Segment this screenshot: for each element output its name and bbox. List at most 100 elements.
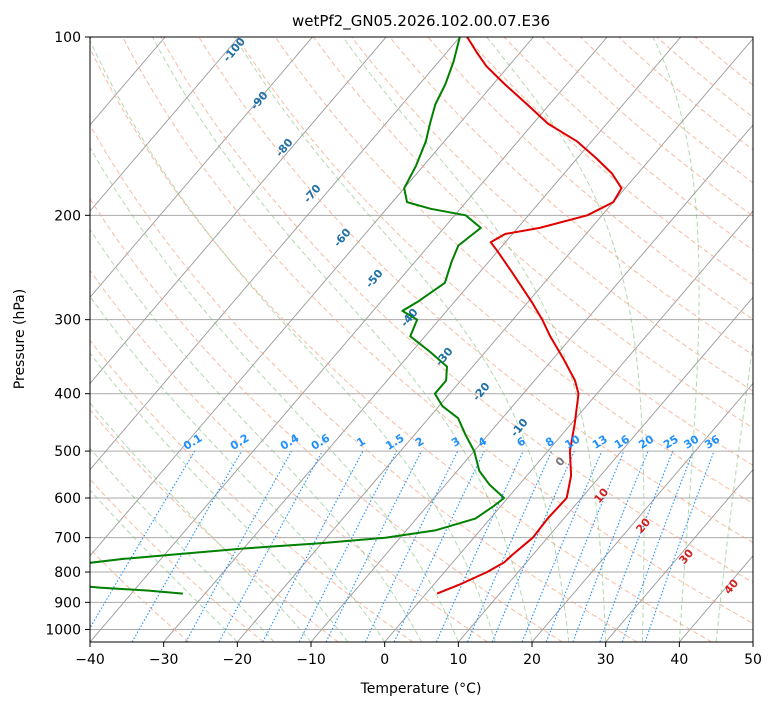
mixing-ratio-line <box>364 450 459 642</box>
mixing-ratio-label: 3 <box>449 435 462 450</box>
dry-adiabat-label: -50 <box>363 267 386 291</box>
mixing-ratio-line <box>599 450 674 642</box>
isotherm-line <box>90 37 461 471</box>
plot-area: 0.1 0.2 0.4 0.6 1 1.5 2 3 4 6 8 10 13 16 20 25 30 36-100-… <box>90 35 753 642</box>
x-tick-label: 50 <box>744 652 762 668</box>
dry-adiabat-label: -20 <box>470 380 493 404</box>
isotherm-line <box>752 641 753 642</box>
moist-adiabat-line <box>90 39 496 642</box>
moist-adiabat-line <box>152 37 533 642</box>
moist-adiabat-line <box>90 447 275 642</box>
isotherm-line <box>90 37 608 642</box>
y-tick-label: 700 <box>54 531 81 547</box>
dry-adiabat-line <box>389 37 753 356</box>
pressure-gridlines <box>90 37 753 630</box>
isotherm-line <box>163 37 682 642</box>
dry-adiabat-label: -10 <box>508 416 531 440</box>
isotherm-line <box>90 37 387 385</box>
dry-adiabat-label: -100 <box>220 35 248 65</box>
sounding-series <box>90 37 623 595</box>
moist-adiabat-line <box>90 402 312 642</box>
dry-adiabat-line <box>236 37 753 505</box>
x-tick-label: 20 <box>523 652 541 668</box>
mixing-ratio-label: 1 <box>354 435 367 450</box>
moist-adiabat-line <box>342 37 607 642</box>
mixing-ratio-label: 0.6 <box>309 431 333 453</box>
dry-adiabat-line <box>90 478 264 642</box>
dry-adiabat-label: -80 <box>273 136 296 160</box>
dry-adiabat-line <box>656 37 753 118</box>
mixing-ratio-label: 13 <box>590 433 610 452</box>
x-tick-label: −30 <box>149 652 179 668</box>
mixing-ratio-lines <box>90 450 715 642</box>
dry-adiabat-line <box>90 269 488 642</box>
y-tick-label: 600 <box>54 491 81 507</box>
moist-adiabat-lines <box>90 37 753 642</box>
y-tick-label: 500 <box>54 444 81 460</box>
mixing-ratio-line <box>466 450 553 642</box>
x-tick-label: −40 <box>75 652 105 668</box>
isotherm-line <box>90 37 534 557</box>
mixing-ratio-line <box>644 450 715 642</box>
mixing-ratio-line <box>262 450 364 642</box>
mixing-ratio-label: 30 <box>682 432 702 451</box>
line-labels: 0.1 0.2 0.4 0.6 1 1.5 2 3 4 6 8 10 13 16 20 25 30 36-100-… <box>181 35 741 597</box>
y-tick-label: 100 <box>54 30 81 46</box>
moist-adiabat-line <box>715 338 753 642</box>
moist-adiabat-label: 30 <box>676 546 696 566</box>
mixing-ratio-label: 0.2 <box>228 431 251 452</box>
mixing-ratio-line <box>90 450 196 629</box>
moist-adiabat-line <box>90 352 349 642</box>
mixing-ratio-line <box>435 450 524 642</box>
y-axis-label: Pressure (hPa) <box>12 289 28 389</box>
dewpoint-line <box>90 37 506 595</box>
mixing-ratio-line <box>521 450 603 642</box>
moist-adiabat-label: 20 <box>633 515 653 535</box>
isotherm-line <box>457 296 753 642</box>
dry-adiabat-line <box>427 37 753 320</box>
moist-adiabat-line <box>652 37 700 642</box>
x-axis-ticks: −40 −30 −20 −10 0 10 20 30 40 50 <box>75 642 762 668</box>
mixing-ratio-line <box>545 450 625 642</box>
y-tick-label: 400 <box>54 387 81 403</box>
dry-adiabat-label: -40 <box>398 306 421 330</box>
y-tick-label: 800 <box>54 565 81 581</box>
dry-adiabat-line <box>542 37 753 217</box>
moist-adiabat-line <box>90 295 386 642</box>
dry-adiabat-label: -70 <box>301 182 324 206</box>
mixing-ratio-label: 16 <box>612 432 632 451</box>
moist-adiabat-label: 40 <box>721 576 741 596</box>
dry-adiabat-line <box>122 37 753 624</box>
moist-adiabat-line <box>90 489 238 642</box>
isotherm-line <box>605 468 753 642</box>
mixing-ratio-label: 0.4 <box>278 431 302 453</box>
mixing-ratio-label: 25 <box>661 433 681 452</box>
mixing-ratio-line <box>572 450 649 642</box>
dry-adiabat-line <box>274 37 753 466</box>
mixing-ratio-line <box>131 450 243 642</box>
mixing-ratio-line <box>298 450 398 642</box>
y-tick-label: 200 <box>54 208 81 224</box>
moist-adiabat-line <box>234 37 570 642</box>
dry-adiabat-label: -60 <box>331 226 354 250</box>
mixing-ratio-line <box>491 450 575 642</box>
dry-adiabat-label: -30 <box>433 345 456 369</box>
moist-adiabat-line <box>90 228 422 642</box>
moist-adiabat-line <box>90 146 459 642</box>
dry-adiabat-line <box>312 37 753 429</box>
x-tick-label: −10 <box>296 652 326 668</box>
x-tick-label: 30 <box>597 652 615 668</box>
y-axis-ticks: 1000 900 800 700 600 500 400 300 200 100 <box>45 30 90 638</box>
dry-adiabat-lines <box>90 37 753 642</box>
dry-adiabat-line <box>90 47 712 642</box>
dry-adiabat-line <box>90 409 339 642</box>
isotherm-line <box>678 555 753 642</box>
mixing-ratio-line <box>325 450 422 642</box>
isotherm-line <box>90 37 313 298</box>
moist-adiabat-label: 0 <box>553 454 568 468</box>
dry-adiabat-line <box>503 37 753 251</box>
temperature-line <box>436 37 623 595</box>
mixing-ratio-label: 8 <box>543 435 556 450</box>
x-tick-label: 10 <box>449 652 467 668</box>
